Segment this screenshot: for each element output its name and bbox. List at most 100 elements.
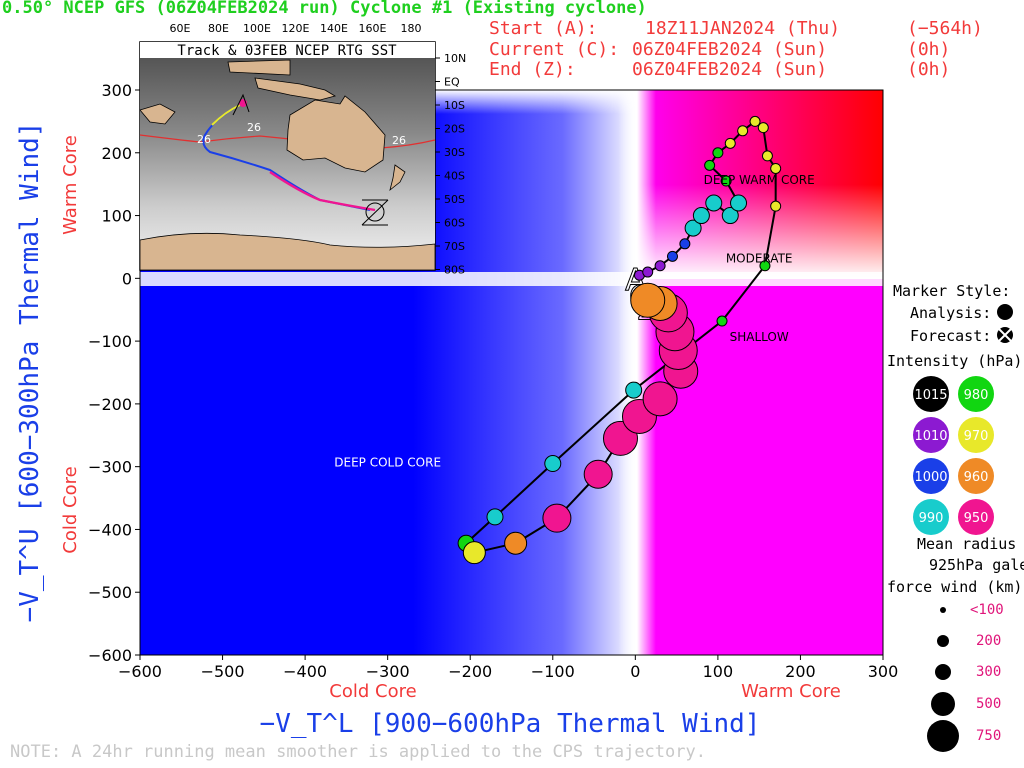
- start-offset: (−564h): [907, 18, 983, 39]
- legend: 1015 980 1010 970 1000 960 990 950: [913, 304, 1013, 752]
- legend-radius-500: 500: [976, 696, 1002, 712]
- legend-intensity-swatch: [958, 458, 994, 494]
- x-tick-label: 100: [703, 662, 734, 681]
- inset-lat-label: 30S: [444, 146, 465, 159]
- track-point: [770, 200, 782, 212]
- landmass-australia: [286, 95, 386, 173]
- legend-intensity-value: 960: [964, 470, 989, 485]
- track-point: [630, 282, 666, 318]
- start-value: 18Z11JAN2024 (Thu): [645, 18, 841, 39]
- legend-forecast-cross: [998, 328, 1012, 342]
- track-point: [642, 381, 678, 417]
- legend-intensity-title: Intensity (hPa):: [887, 352, 1024, 370]
- y-warm-label: Warm Core: [60, 135, 81, 235]
- x-tick-label: −600: [118, 662, 162, 681]
- end-label: End (Z):: [489, 59, 576, 80]
- axes: −600 −500 −400 −300 −200 −100 0 100 200 300 −600 −5…: [88, 81, 898, 681]
- x-cold-label: Cold Core: [329, 681, 416, 702]
- track-point: [625, 381, 643, 399]
- landmass-antarctica: [139, 232, 436, 271]
- track-point: [692, 207, 710, 225]
- legend-radius-swatch: [927, 720, 959, 752]
- end-offset: (0h): [907, 59, 951, 80]
- legend-intensity-swatch: [958, 499, 994, 535]
- track-point: [721, 207, 739, 225]
- region-label: SHALLOW: [730, 330, 789, 344]
- inset-lat-label: 80S: [444, 264, 465, 277]
- inset-lon-label: 120E: [282, 22, 310, 35]
- track-point: [716, 315, 728, 327]
- sst-label-3: 26: [392, 134, 406, 147]
- legend-intensity-swatch: [913, 458, 949, 494]
- legend-intensity-swatch: [958, 417, 994, 453]
- inset-lon-label: 140E: [320, 22, 348, 35]
- track-point: [666, 250, 678, 262]
- region-label: DEEP COLD CORE: [334, 456, 441, 470]
- legend-intensity-value: 980: [964, 388, 989, 403]
- inset-track-late: [269, 171, 376, 212]
- track-point: [749, 115, 761, 127]
- inset-map: Track & 03FEB NCEP RTG SST 60E 80E 100E 120…: [139, 22, 466, 277]
- legend-radius-100: <100: [970, 602, 1004, 618]
- track-point: [724, 137, 736, 149]
- sst-label-2: 26: [247, 121, 261, 134]
- y-tick-label: −500: [88, 583, 132, 602]
- legend-radius-title-3: force wind (km):: [887, 578, 1024, 596]
- legend-marker-style: Marker Style:: [893, 282, 1011, 300]
- inset-lat-labels: 10N EQ 10S 20S 30S 40S 50S 60S 70S 80S: [435, 52, 466, 277]
- legend-intensity-swatch: [913, 499, 949, 535]
- x-tick-label: 300: [868, 662, 899, 681]
- track-point: [704, 159, 716, 171]
- inset-lon-labels: 60E 80E 100E 120E 140E 160E 180: [170, 22, 422, 35]
- landmass-india: [139, 103, 176, 125]
- landmass-new-zealand: [389, 164, 406, 192]
- track-point: [759, 260, 771, 272]
- legend-radius-title-2: 925hPa gale: [929, 556, 1024, 574]
- track-point: [737, 125, 749, 137]
- legend-intensity-swatch: [913, 417, 949, 453]
- inset-lat-label: 70S: [444, 240, 465, 253]
- legend-intensity-value: 1000: [914, 470, 947, 485]
- track-point: [583, 459, 613, 489]
- x-tick-label: −400: [283, 662, 327, 681]
- legend-radius-title-1: Mean radius of: [917, 535, 1024, 553]
- legend-intensity-value: 950: [964, 511, 989, 526]
- legend-radius-swatch: [931, 692, 955, 716]
- sst-label-1: 26: [197, 133, 211, 146]
- track-point: [504, 531, 528, 555]
- legend-intensity-value: 1015: [914, 388, 947, 403]
- inset-lat-label: 40S: [444, 170, 465, 183]
- inset-lat-label: 10S: [444, 99, 465, 112]
- track-point: [712, 147, 724, 159]
- y-tick-label: −100: [88, 332, 132, 351]
- legend-forecast-label: Forecast:: [910, 327, 992, 345]
- track-point: [730, 194, 748, 212]
- inset-lat-label: 50S: [444, 193, 465, 206]
- legend-radius-swatch: [937, 635, 949, 647]
- legend-radius-750: 750: [976, 728, 1002, 744]
- inset-lon-label: 160E: [359, 22, 387, 35]
- y-tick-label: 0: [122, 269, 132, 288]
- track-point: [462, 541, 486, 565]
- legend-intensity-swatch: [913, 376, 949, 412]
- y-tick-label: −600: [88, 646, 132, 665]
- region-label: DEEP WARM CORE: [704, 173, 815, 187]
- y-tick-label: 200: [101, 144, 132, 163]
- track-point: [544, 455, 562, 473]
- legend-intensity-value: 990: [919, 511, 944, 526]
- track-point: [542, 503, 572, 533]
- current-value: 06Z04FEB2024 (Sun): [632, 39, 828, 60]
- current-offset: (0h): [907, 39, 951, 60]
- track-point: [684, 219, 702, 237]
- track-point: [654, 260, 666, 272]
- legend-intensity-swatch: [958, 376, 994, 412]
- y-tick-label: −300: [88, 458, 132, 477]
- inset-lat-label: EQ: [444, 76, 460, 89]
- track-point: [679, 238, 691, 250]
- y-tick-label: −400: [88, 520, 132, 539]
- x-tick-label: 200: [785, 662, 816, 681]
- landmass-asia: [227, 59, 337, 101]
- inset-end-marker: [361, 199, 389, 226]
- chart-title: 0.50° NCEP GFS (06Z04FEB2024 run) Cyclon…: [2, 0, 647, 18]
